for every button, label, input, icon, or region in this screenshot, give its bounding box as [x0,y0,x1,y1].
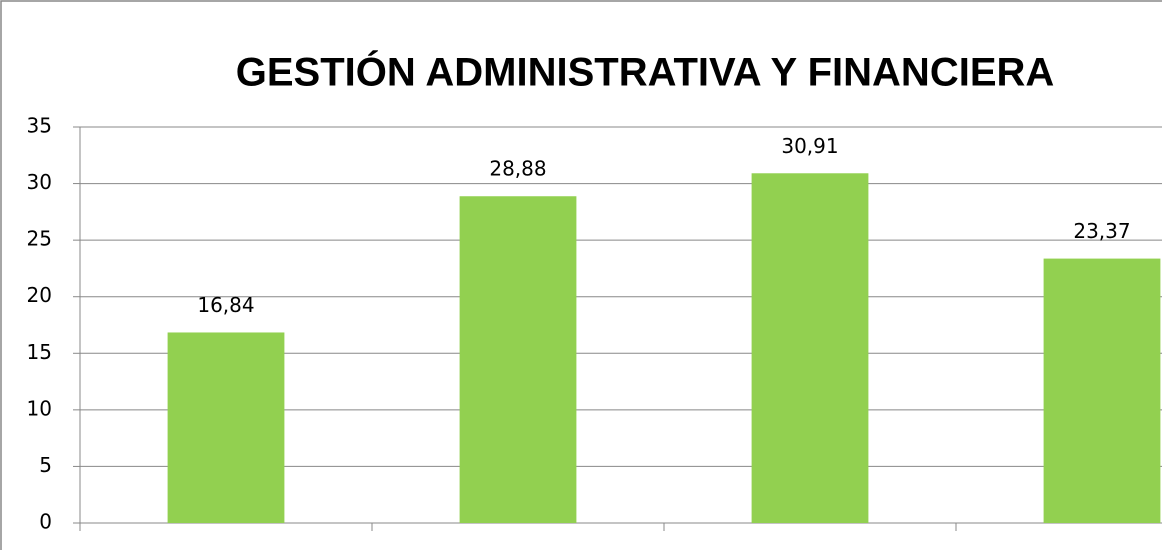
y-tick-label: 15 [27,340,52,364]
data-label: 30,91 [781,134,838,158]
bar [751,173,869,523]
bar [459,196,577,524]
bar [167,332,285,523]
y-tick-label: 5 [39,453,52,477]
y-tick-label: 30 [27,170,52,194]
data-label: 23,37 [1073,219,1130,243]
y-tick-label: 10 [27,396,52,420]
data-label: 16,84 [197,293,254,317]
chart-title: GESTIÓN ADMINISTRATIVA Y FINANCIERA [236,49,1055,95]
y-tick-label: 20 [27,283,52,307]
y-tick-label: 25 [27,227,52,251]
bar [1043,258,1161,523]
y-tick-label: 35 [27,114,52,138]
data-label: 28,88 [489,157,546,181]
y-tick-label: 0 [39,510,52,534]
